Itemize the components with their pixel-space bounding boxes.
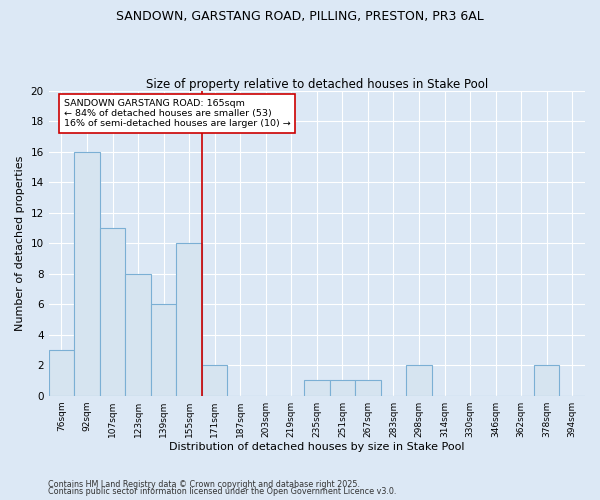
Y-axis label: Number of detached properties: Number of detached properties (15, 156, 25, 331)
Title: Size of property relative to detached houses in Stake Pool: Size of property relative to detached ho… (146, 78, 488, 91)
Bar (74, 152, 100, 396)
Bar (176, 244, 202, 396)
X-axis label: Distribution of detached houses by size in Stake Pool: Distribution of detached houses by size … (169, 442, 464, 452)
Text: Contains HM Land Registry data © Crown copyright and database right 2025.: Contains HM Land Registry data © Crown c… (48, 480, 360, 489)
Bar (406, 365, 432, 396)
Bar (329, 380, 355, 396)
Bar (355, 380, 380, 396)
Text: Contains public sector information licensed under the Open Government Licence v3: Contains public sector information licen… (48, 487, 397, 496)
Bar (49, 350, 74, 396)
Bar (125, 274, 151, 396)
Bar (202, 365, 227, 396)
Text: SANDOWN, GARSTANG ROAD, PILLING, PRESTON, PR3 6AL: SANDOWN, GARSTANG ROAD, PILLING, PRESTON… (116, 10, 484, 23)
Text: SANDOWN GARSTANG ROAD: 165sqm
← 84% of detached houses are smaller (53)
16% of s: SANDOWN GARSTANG ROAD: 165sqm ← 84% of d… (64, 98, 291, 128)
Bar (534, 365, 559, 396)
Bar (151, 304, 176, 396)
Bar (100, 228, 125, 396)
Bar (304, 380, 329, 396)
